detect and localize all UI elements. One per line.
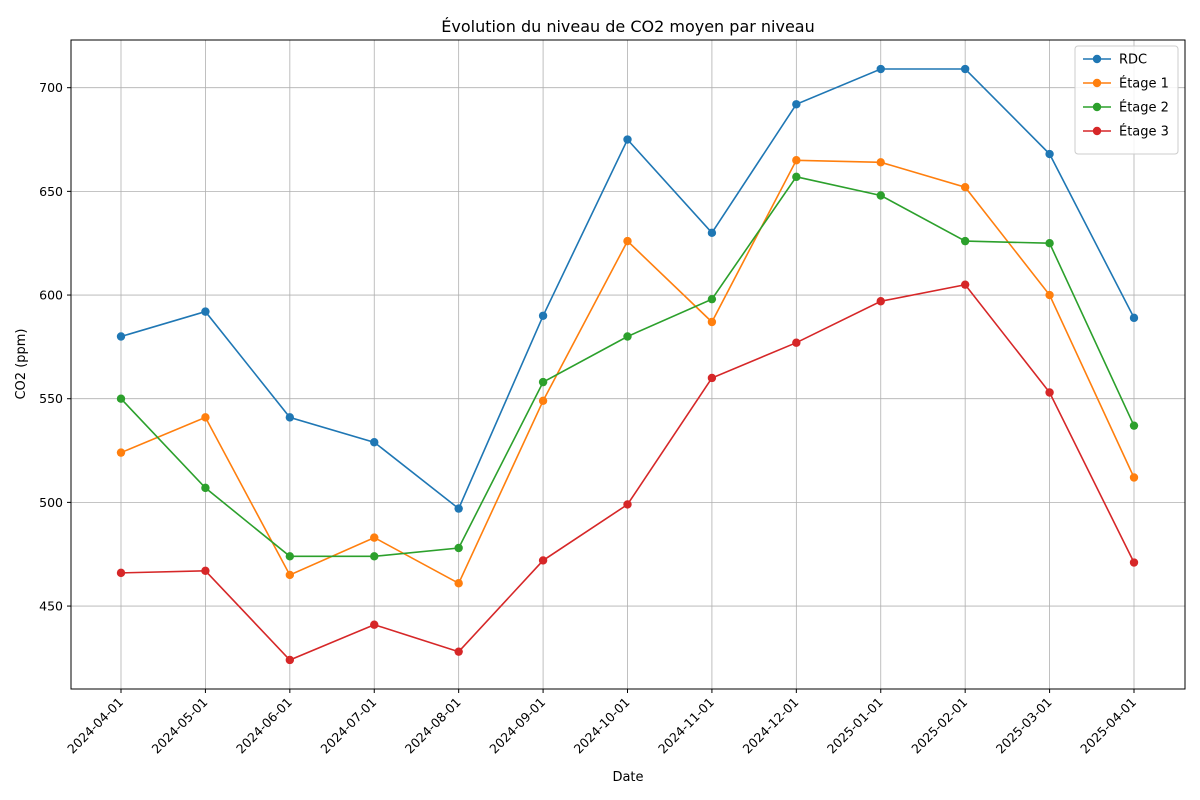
legend-marker bbox=[1092, 102, 1102, 112]
x-tick-label: 2024-06-01 bbox=[233, 695, 295, 757]
legend-label: RDC bbox=[1119, 53, 1147, 68]
chart-title: Évolution du niveau de CO2 moyen par niv… bbox=[441, 17, 815, 36]
x-tick-label: 2025-03-01 bbox=[993, 695, 1055, 757]
data-point bbox=[1045, 149, 1054, 159]
data-point bbox=[1129, 421, 1139, 430]
data-point bbox=[538, 311, 548, 320]
data-point bbox=[876, 297, 885, 306]
y-tick-label: 700 bbox=[39, 80, 63, 95]
data-point bbox=[876, 191, 885, 200]
data-point bbox=[876, 158, 885, 167]
series--tage-3 bbox=[116, 280, 1139, 665]
grid bbox=[71, 40, 1185, 689]
y-tick-label: 550 bbox=[39, 391, 63, 406]
data-point bbox=[792, 338, 801, 347]
data-point bbox=[538, 396, 548, 405]
data-point bbox=[538, 377, 548, 387]
legend-item: Étage 2 bbox=[1083, 100, 1169, 116]
data-point bbox=[285, 413, 295, 422]
x-tick-label: 2024-10-01 bbox=[571, 695, 633, 757]
legend-item: Étage 1 bbox=[1083, 76, 1169, 92]
legend-item: RDC bbox=[1083, 53, 1147, 68]
x-tick-label: 2024-11-01 bbox=[655, 695, 717, 757]
legend-label: Étage 3 bbox=[1119, 124, 1169, 140]
legend-marker bbox=[1092, 126, 1102, 136]
data-point bbox=[454, 504, 463, 513]
data-point bbox=[960, 64, 970, 74]
data-point bbox=[285, 655, 295, 665]
series--tage-1 bbox=[116, 156, 1139, 588]
x-tick-label: 2025-02-01 bbox=[908, 695, 970, 757]
data-point bbox=[1129, 473, 1139, 482]
data-point bbox=[623, 135, 632, 144]
legend-box bbox=[1074, 45, 1179, 155]
data-point bbox=[792, 100, 801, 109]
data-point bbox=[370, 620, 379, 629]
legend-marker bbox=[1092, 54, 1102, 64]
x-tick-label: 2025-01-01 bbox=[824, 695, 886, 757]
data-point bbox=[201, 483, 210, 493]
series--tage-2 bbox=[116, 172, 1139, 561]
series-rdc bbox=[116, 64, 1139, 513]
y-axis-ticks: 450 500 550 600 650 700 bbox=[39, 80, 71, 614]
data-point bbox=[876, 64, 885, 74]
data-point bbox=[201, 413, 210, 422]
x-tick-label: 2024-05-01 bbox=[149, 695, 211, 757]
x-tick-label: 2024-08-01 bbox=[402, 695, 464, 757]
data-point bbox=[707, 317, 717, 327]
legend-label: Étage 2 bbox=[1119, 100, 1169, 116]
data-point bbox=[201, 566, 210, 576]
data-point bbox=[792, 172, 801, 182]
data-point bbox=[454, 647, 463, 656]
x-tick-label: 2024-09-01 bbox=[486, 695, 548, 757]
x-axis-label: Date bbox=[612, 770, 643, 785]
data-point bbox=[370, 438, 379, 447]
y-tick-label: 650 bbox=[39, 184, 63, 199]
data-point bbox=[1129, 558, 1139, 567]
x-tick-label: 2025-04-01 bbox=[1077, 695, 1139, 757]
data-point bbox=[538, 556, 548, 565]
x-tick-label: 2024-04-01 bbox=[64, 695, 126, 757]
data-point bbox=[960, 280, 970, 289]
data-point bbox=[623, 332, 632, 341]
y-axis-label: CO2 (ppm) bbox=[14, 328, 29, 399]
legend: RDC Étage 1 Étage 2 Étage 3 bbox=[1074, 45, 1179, 155]
data-point bbox=[116, 332, 126, 341]
data-point bbox=[707, 228, 717, 238]
x-tick-label: 2024-07-01 bbox=[317, 695, 379, 757]
data-point bbox=[116, 448, 126, 457]
data-point bbox=[201, 307, 210, 316]
data-point bbox=[623, 500, 632, 509]
data-point bbox=[1045, 290, 1054, 300]
x-tick-label: 2024-12-01 bbox=[739, 695, 801, 757]
legend-item: Étage 3 bbox=[1083, 124, 1169, 140]
data-point bbox=[960, 183, 970, 192]
x-axis-ticks: 2024-04-01 2024-05-01 2024-06-01 2024-07-01… bbox=[64, 689, 1139, 756]
data-point bbox=[454, 579, 463, 588]
plot-series bbox=[116, 64, 1139, 665]
data-point bbox=[454, 543, 463, 553]
data-point bbox=[285, 570, 295, 580]
data-point bbox=[623, 236, 632, 246]
data-point bbox=[116, 394, 126, 403]
data-point bbox=[285, 552, 295, 561]
y-tick-label: 600 bbox=[39, 288, 63, 303]
data-point bbox=[707, 294, 717, 304]
data-point bbox=[1129, 313, 1139, 323]
data-point bbox=[960, 236, 970, 246]
legend-label: Étage 1 bbox=[1119, 76, 1169, 92]
data-point bbox=[116, 568, 126, 578]
y-tick-label: 500 bbox=[39, 495, 63, 510]
data-point bbox=[1045, 388, 1054, 397]
data-point bbox=[707, 373, 717, 383]
data-point bbox=[792, 156, 801, 165]
data-point bbox=[1045, 239, 1054, 248]
data-point bbox=[370, 552, 379, 561]
y-tick-label: 450 bbox=[39, 599, 63, 614]
legend-marker bbox=[1092, 78, 1102, 88]
data-point bbox=[370, 533, 379, 542]
